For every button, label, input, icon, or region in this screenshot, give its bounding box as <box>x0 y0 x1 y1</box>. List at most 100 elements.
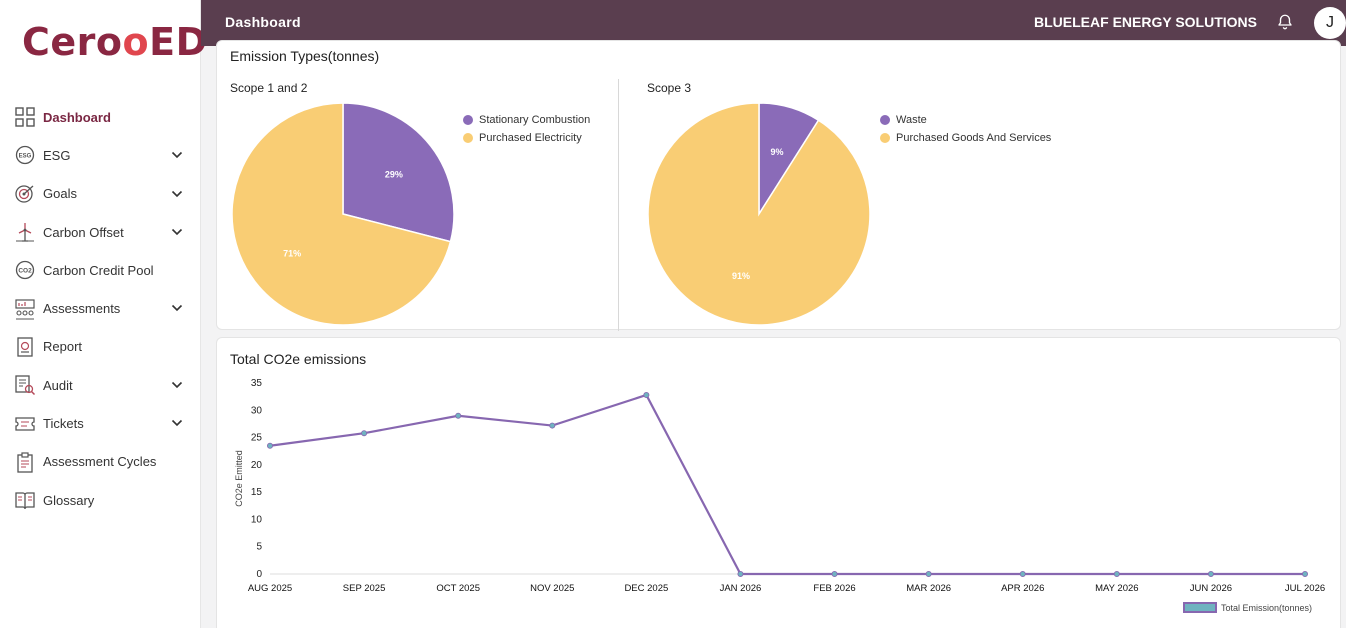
sidebar-item-label: Audit <box>43 377 73 393</box>
pie-slice-stationary-combustion[interactable] <box>342 102 455 243</box>
x-tick-label: SEP 2025 <box>343 583 386 594</box>
x-tick-label: NOV 2025 <box>530 583 574 594</box>
sidebar-item-goals[interactable]: Goals <box>0 175 200 213</box>
grid-icon <box>15 107 35 127</box>
legend-item-purchased-electricity[interactable]: Purchased Electricity <box>463 129 590 147</box>
chevron-down-icon[interactable] <box>170 378 184 392</box>
data-point[interactable] <box>361 430 368 437</box>
sidebar-item-carbon-credit-pool[interactable]: CO2 Carbon Credit Pool <box>0 251 200 289</box>
chevron-down-icon[interactable] <box>170 148 184 162</box>
company-name: BLUELEAF ENERGY SOLUTIONS <box>1034 14 1257 30</box>
divider <box>618 79 619 331</box>
sidebar-item-label: Goals <box>43 186 77 202</box>
pie-label-stationary-combustion: 29% <box>385 170 403 180</box>
logo-o: o <box>122 20 150 64</box>
bell-icon[interactable] <box>1276 13 1294 31</box>
avatar[interactable]: J <box>1314 7 1346 39</box>
data-point[interactable] <box>1113 570 1120 577</box>
y-tick-label: 5 <box>256 542 262 553</box>
y-tick-label: 15 <box>251 487 263 498</box>
sidebar-item-assessments[interactable]: Assessments <box>0 289 200 327</box>
sidebar-item-label: Assessments <box>43 301 121 317</box>
data-point[interactable] <box>925 570 932 577</box>
scope-3-legend: Waste Purchased Goods And Services <box>880 111 1051 147</box>
legend-dot <box>463 115 473 125</box>
series-line-total-emission[interactable] <box>269 393 1305 576</box>
x-tick-label: MAY 2026 <box>1095 583 1138 594</box>
chevron-down-icon[interactable] <box>170 225 184 239</box>
legend-dot <box>463 133 473 143</box>
audit-icon <box>15 375 36 396</box>
cero-ed-logo[interactable]: CerooED <box>22 20 208 64</box>
sidebar-item-label: Glossary <box>43 492 95 508</box>
y-axis-label: CO2e Emitted <box>234 450 244 507</box>
y-tick-label: 0 <box>256 569 262 580</box>
chevron-down-icon[interactable] <box>170 187 184 201</box>
y-tick-label: 20 <box>251 460 263 471</box>
sidebar-item-label: Carbon Offset <box>43 224 124 240</box>
sidebar-item-tickets[interactable]: Tickets <box>0 404 200 442</box>
legend-dot <box>880 115 890 125</box>
legend-label-total-emission[interactable]: Total Emission(tonnes) <box>1221 603 1312 613</box>
sidebar-item-label: Carbon Credit Pool <box>43 262 154 278</box>
pie-label-purchased-goods-and-services: 91% <box>732 271 750 281</box>
scope-3-title: Scope 3 <box>647 81 692 95</box>
x-tick-label: JUL 2026 <box>1285 583 1325 594</box>
y-tick-label: 25 <box>251 433 263 444</box>
sidebar: CerooED Dashboard ESG ESG Goals Carbon Offse… <box>0 0 207 628</box>
svg-text:CO2: CO2 <box>18 268 32 275</box>
data-point[interactable] <box>1207 570 1214 577</box>
chevron-down-icon[interactable] <box>170 416 184 430</box>
sidebar-item-report[interactable]: Report <box>0 328 200 366</box>
sidebar-item-label: Tickets <box>43 416 84 432</box>
data-point[interactable] <box>455 412 462 419</box>
emission-types-title: Emission Types(tonnes) <box>230 48 380 64</box>
data-point[interactable] <box>1302 570 1309 577</box>
x-tick-label: APR 2026 <box>1001 583 1044 594</box>
data-point[interactable] <box>643 392 650 399</box>
chevron-down-icon[interactable] <box>170 301 184 315</box>
book-icon <box>15 492 35 510</box>
x-tick-label: OCT 2025 <box>436 583 480 594</box>
legend-item-stationary-combustion[interactable]: Stationary Combustion <box>463 111 590 129</box>
total-co2e-card: Total CO2e emissions 0 5 10 15 20 25 30 35 CO2e … <box>216 337 1341 628</box>
sidebar-item-dashboard[interactable]: Dashboard <box>0 98 200 136</box>
ticket-icon <box>15 416 35 431</box>
x-tick-label: DEC 2025 <box>624 583 668 594</box>
report-icon <box>17 337 33 357</box>
data-point[interactable] <box>1019 570 1026 577</box>
target-icon <box>15 185 34 203</box>
esg-icon: ESG <box>15 146 35 165</box>
top-header: Dashboard BLUELEAF ENERGY SOLUTIONS J <box>201 0 1346 46</box>
clipboard-icon <box>17 452 33 473</box>
scope-3-pie-chart: 9% 91% <box>647 102 871 326</box>
legend-swatch <box>1183 602 1217 613</box>
y-tick-label: 35 <box>251 378 263 389</box>
legend-item-purchased-goods[interactable]: Purchased Goods And Services <box>880 129 1051 147</box>
x-tick-label: MAR 2026 <box>906 583 951 594</box>
sidebar-item-assessment-cycles[interactable]: Assessment Cycles <box>0 443 200 481</box>
page-title: Dashboard <box>225 14 301 30</box>
sidebar-item-label: ESG <box>43 147 71 163</box>
y-tick-label: 10 <box>251 514 263 525</box>
total-co2e-line-chart: 0 5 10 15 20 25 30 35 CO2e Emitted AUG 2025 SEP 20… <box>234 378 1325 613</box>
pie-label-waste: 9% <box>770 147 783 157</box>
data-point[interactable] <box>549 422 556 429</box>
sidebar-item-glossary[interactable]: Glossary <box>0 481 200 519</box>
pie-slice-purchased-goods-and-services[interactable] <box>647 102 871 326</box>
sidebar-item-carbon-offset[interactable]: Carbon Offset <box>0 213 200 251</box>
data-point[interactable] <box>737 570 744 577</box>
scope-1-2-pie-chart: 29% 71% <box>231 102 455 326</box>
pie-label-purchased-electricity: 71% <box>283 248 301 258</box>
pie-slice-purchased-electricity[interactable] <box>231 102 452 326</box>
wind-turbine-icon <box>16 223 34 242</box>
x-tick-label: JAN 2026 <box>720 583 762 594</box>
x-tick-label: FEB 2026 <box>813 583 855 594</box>
data-point[interactable] <box>831 570 838 577</box>
sidebar-item-esg[interactable]: ESG ESG <box>0 136 200 174</box>
sidebar-item-label: Dashboard <box>43 109 111 125</box>
data-point[interactable] <box>267 442 274 449</box>
co2-icon: CO2 <box>15 261 35 280</box>
sidebar-item-audit[interactable]: Audit <box>0 366 200 404</box>
legend-item-waste[interactable]: Waste <box>880 111 1051 129</box>
